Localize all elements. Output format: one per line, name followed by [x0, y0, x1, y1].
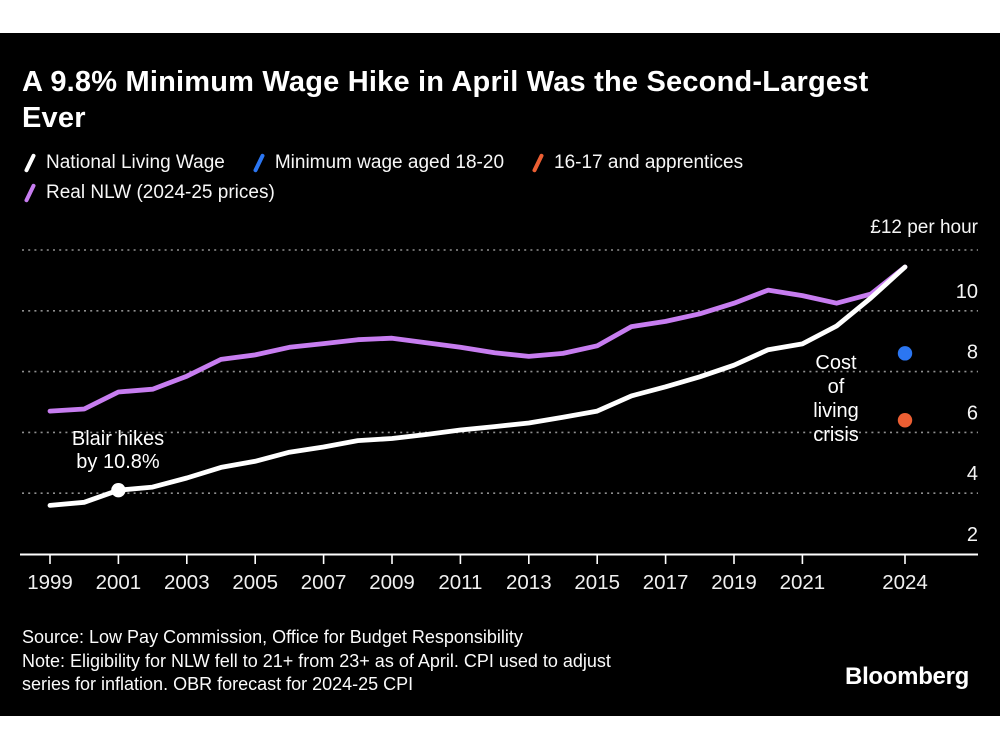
point-blair-hike-marker — [111, 482, 126, 498]
series-line-real-nlw-2024-25-prices- — [47, 264, 908, 414]
x-tick-label-2013: 2013 — [506, 571, 552, 594]
x-tick-label-1999: 1999 — [27, 571, 73, 594]
source-text: Source: Low Pay Commission, Office for B… — [22, 627, 523, 647]
note-text-line-2: series for inflation. OBR forecast for 2… — [22, 674, 414, 694]
annotation-text: by 10.8% — [76, 451, 160, 473]
x-tick-label-2017: 2017 — [643, 571, 689, 594]
x-tick-label-2001: 2001 — [96, 571, 142, 594]
x-tick-label-2024: 2024 — [882, 571, 928, 594]
x-tick-label-2015: 2015 — [574, 571, 620, 594]
annotation-text: of — [827, 376, 845, 398]
y-tick-label-2: 2 — [967, 524, 978, 546]
x-tick-label-2009: 2009 — [369, 571, 415, 594]
legend-label: Real NLW (2024-25 prices) — [46, 182, 275, 203]
annotation-text: crisis — [813, 424, 859, 446]
point-16-17-and-apprentices — [897, 413, 913, 428]
y-tick-label-6: 6 — [967, 402, 978, 424]
annotation-blair-hike: Blair hikes by 10.8% — [72, 428, 164, 474]
chart-card — [0, 33, 1000, 716]
y-axis-unit-label: £12 per hour — [870, 217, 978, 238]
legend-row-1: National Living Wage Minimum wage aged 1… — [22, 152, 743, 174]
point-minimum-wage-aged-18-20 — [897, 346, 913, 361]
y-tick-label-10: 10 — [956, 281, 978, 303]
legend-label: 16-17 and apprentices — [554, 152, 744, 173]
legend-row-2: Real NLW (2024-25 prices) — [22, 182, 275, 204]
title-line-1: A 9.8% Minimum Wage Hike in April Was th… — [22, 66, 869, 98]
legend-item-minimum-wage-18-20: Minimum wage aged 18-20 — [251, 152, 504, 174]
series-line-national-living-wage — [47, 264, 908, 508]
x-tick-label-2021: 2021 — [780, 571, 826, 594]
legend-label: National Living Wage — [46, 152, 225, 173]
x-tick-label-2005: 2005 — [232, 571, 278, 594]
legend-label: Minimum wage aged 18-20 — [274, 152, 505, 173]
y-tick-label-4: 4 — [967, 463, 978, 485]
bloomberg-logo: Bloomberg — [845, 663, 969, 690]
legend-item-16-17-apprentices: 16-17 and apprentices — [530, 152, 743, 174]
x-tick-label-2011: 2011 — [438, 571, 482, 594]
x-tick-label-2019: 2019 — [711, 571, 757, 594]
note-text-line-1: Note: Eligibility for NLW fell to 21+ fr… — [22, 650, 611, 671]
page-title: A 9.8% Minimum Wage Hike in April Was th… — [22, 64, 982, 136]
x-tick-label-2007: 2007 — [301, 571, 347, 594]
legend-item-national-living-wage: National Living Wage — [22, 152, 225, 174]
y-tick-label-8: 8 — [967, 342, 978, 364]
title-line-2: Ever — [22, 102, 86, 134]
x-tick-label-2003: 2003 — [164, 571, 210, 594]
legend-item-real-nlw: Real NLW (2024-25 prices) — [22, 182, 275, 204]
annotation-text: Cost — [815, 352, 857, 374]
footer: Source: Low Pay Commission, Office for B… — [22, 626, 611, 697]
annotation-text: Blair hikes — [71, 428, 165, 450]
annotation-cost-of-living: Cost of living crisis — [813, 351, 859, 447]
annotation-text: living — [813, 400, 859, 422]
